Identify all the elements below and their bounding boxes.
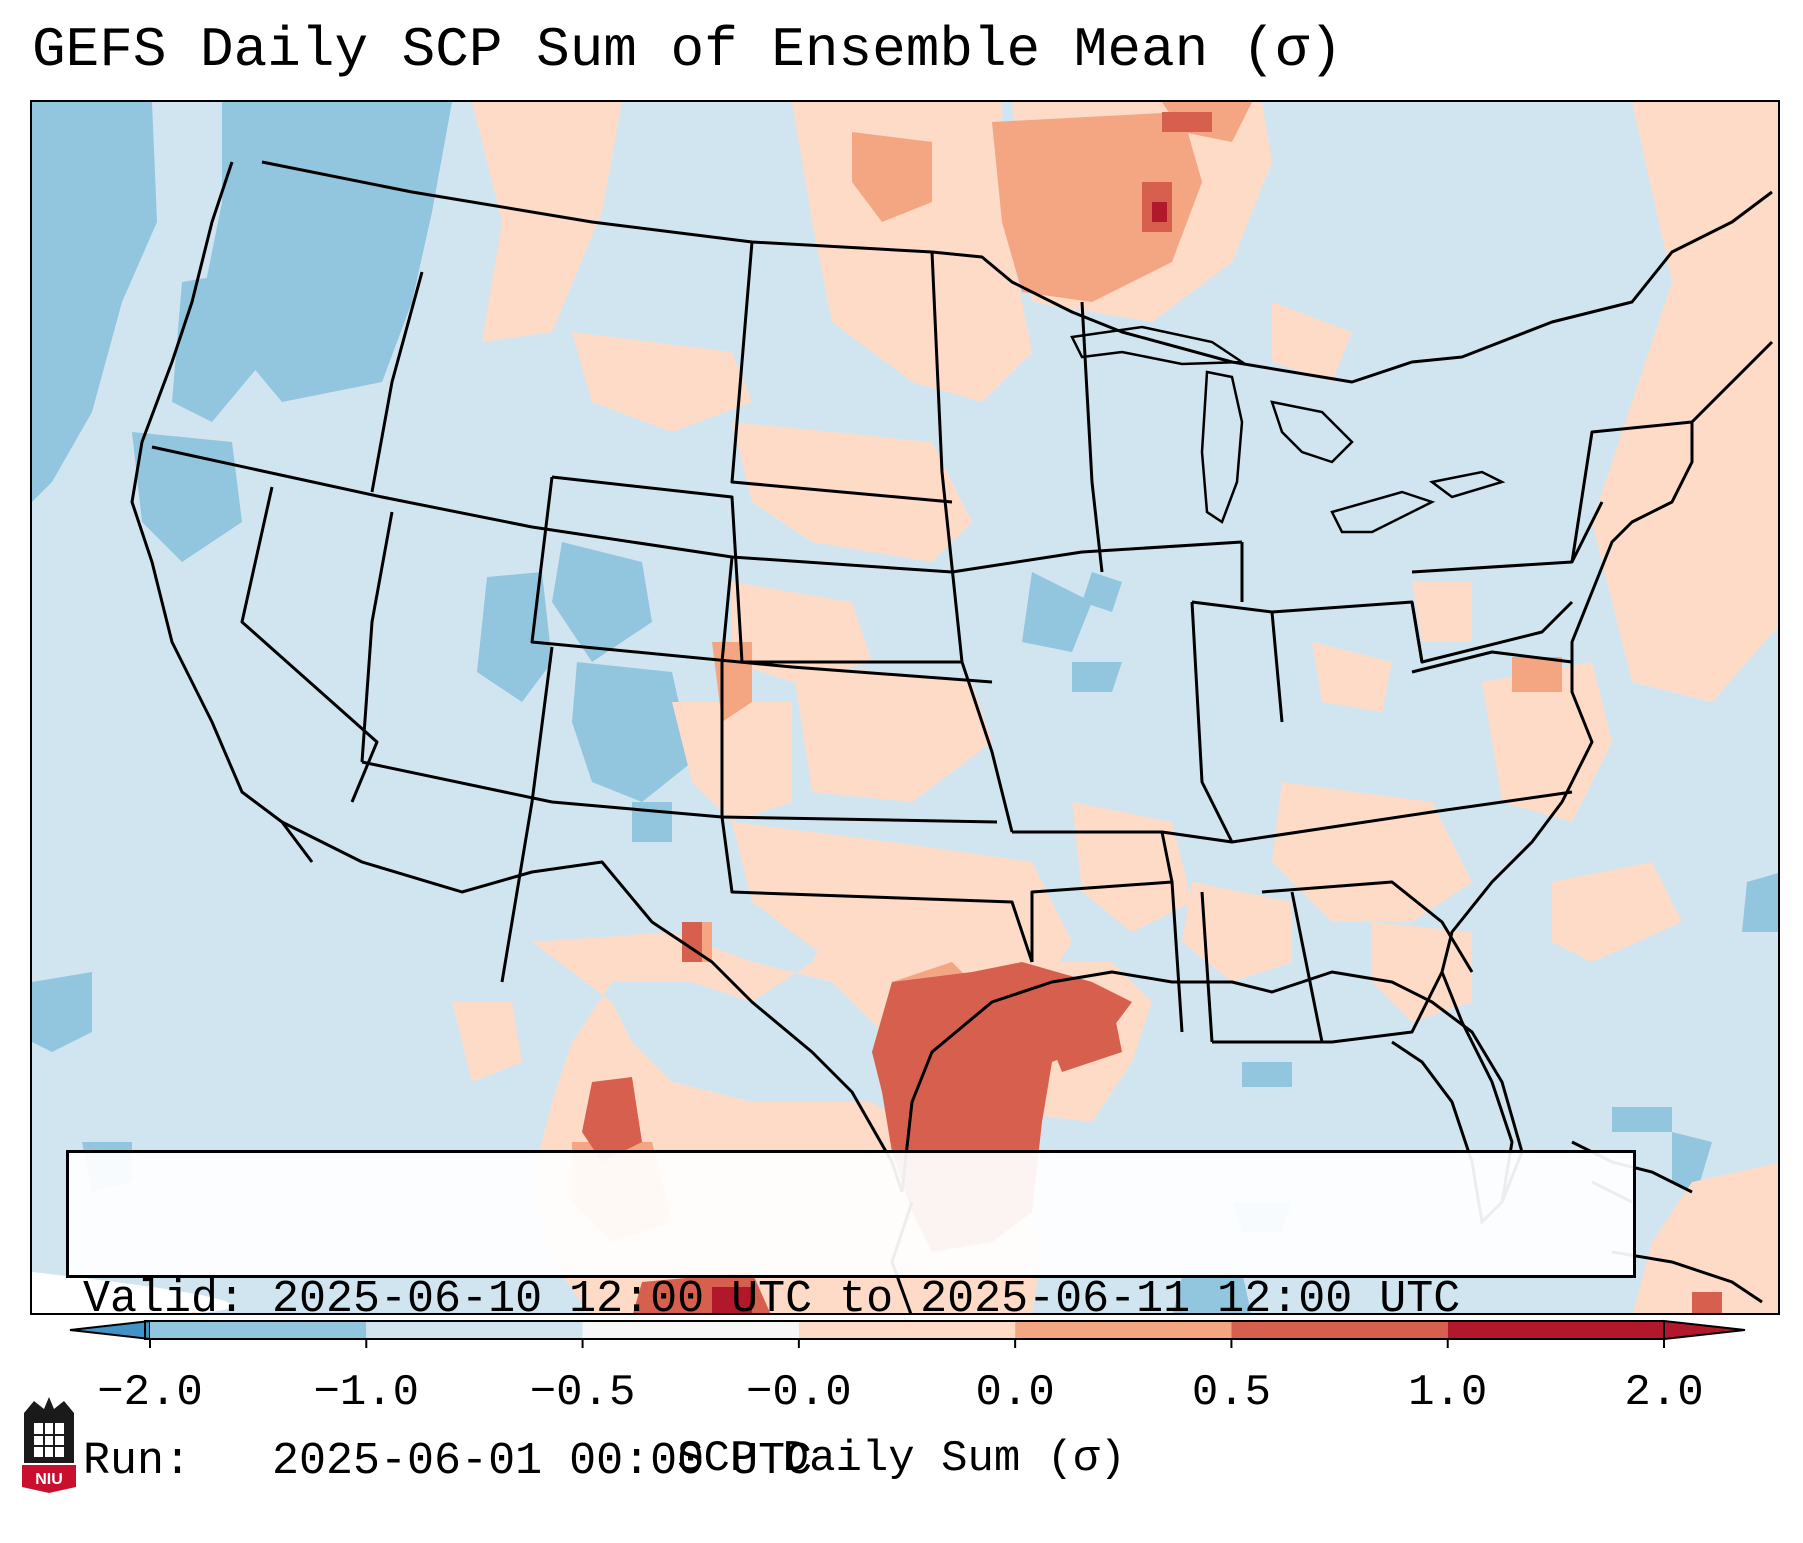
logo-text: NIU [35, 1471, 63, 1488]
niu-logo: NIU [22, 1397, 76, 1493]
colorbar-outline [144, 1320, 1665, 1340]
negative-anomaly-areas [32, 102, 1778, 1313]
colorbar-segment [582, 1321, 799, 1339]
colorbar-extend-low [69, 1319, 151, 1341]
valid-time-text: Valid: 2025-06-10 12:00 UTC to 2025-06-1… [83, 1274, 1461, 1325]
colorbar-segment [1447, 1321, 1664, 1339]
colorbar-extend-high [1663, 1319, 1746, 1341]
positive-anomaly-extreme [712, 202, 1167, 1313]
colorbar-tick-label: 2.0 [1624, 1368, 1704, 1418]
colorbar-tick-label: −0.0 [746, 1368, 852, 1418]
colorbar-tick-label: 0.5 [1191, 1368, 1272, 1418]
colorbar-segment [1231, 1321, 1448, 1339]
run-time-text: Run: 2025-06-01 00:00 UTC [83, 1436, 813, 1487]
state-borders [130, 160, 1774, 1203]
colorbar-segment [150, 1321, 367, 1339]
colorbar [69, 1319, 1746, 1348]
colorbar-label: SCP Daily Sum (σ) [677, 1434, 1126, 1484]
colorbar-segment [798, 1321, 1016, 1339]
colorbar-tick-label: −1.0 [313, 1368, 420, 1418]
plot-title: GEFS Daily SCP Sum of Ensemble Mean (σ) [32, 18, 1343, 82]
great-lakes [1070, 325, 1506, 534]
map-panel [30, 100, 1780, 1315]
colorbar-tick-label: 0.0 [975, 1368, 1055, 1418]
colorbar-segment [366, 1321, 583, 1339]
map-extent-corner [32, 1272, 232, 1313]
colorbar-segment [1015, 1321, 1232, 1339]
colorbar-tick-label: 1.0 [1408, 1368, 1488, 1418]
colorbar-tick-label: −2.0 [97, 1368, 203, 1418]
colorbar-tick-label: −0.5 [529, 1368, 636, 1418]
map-svg [32, 102, 1778, 1313]
validity-info-box: Valid: 2025-06-10 12:00 UTC to 2025-06-1… [66, 1150, 1636, 1487]
